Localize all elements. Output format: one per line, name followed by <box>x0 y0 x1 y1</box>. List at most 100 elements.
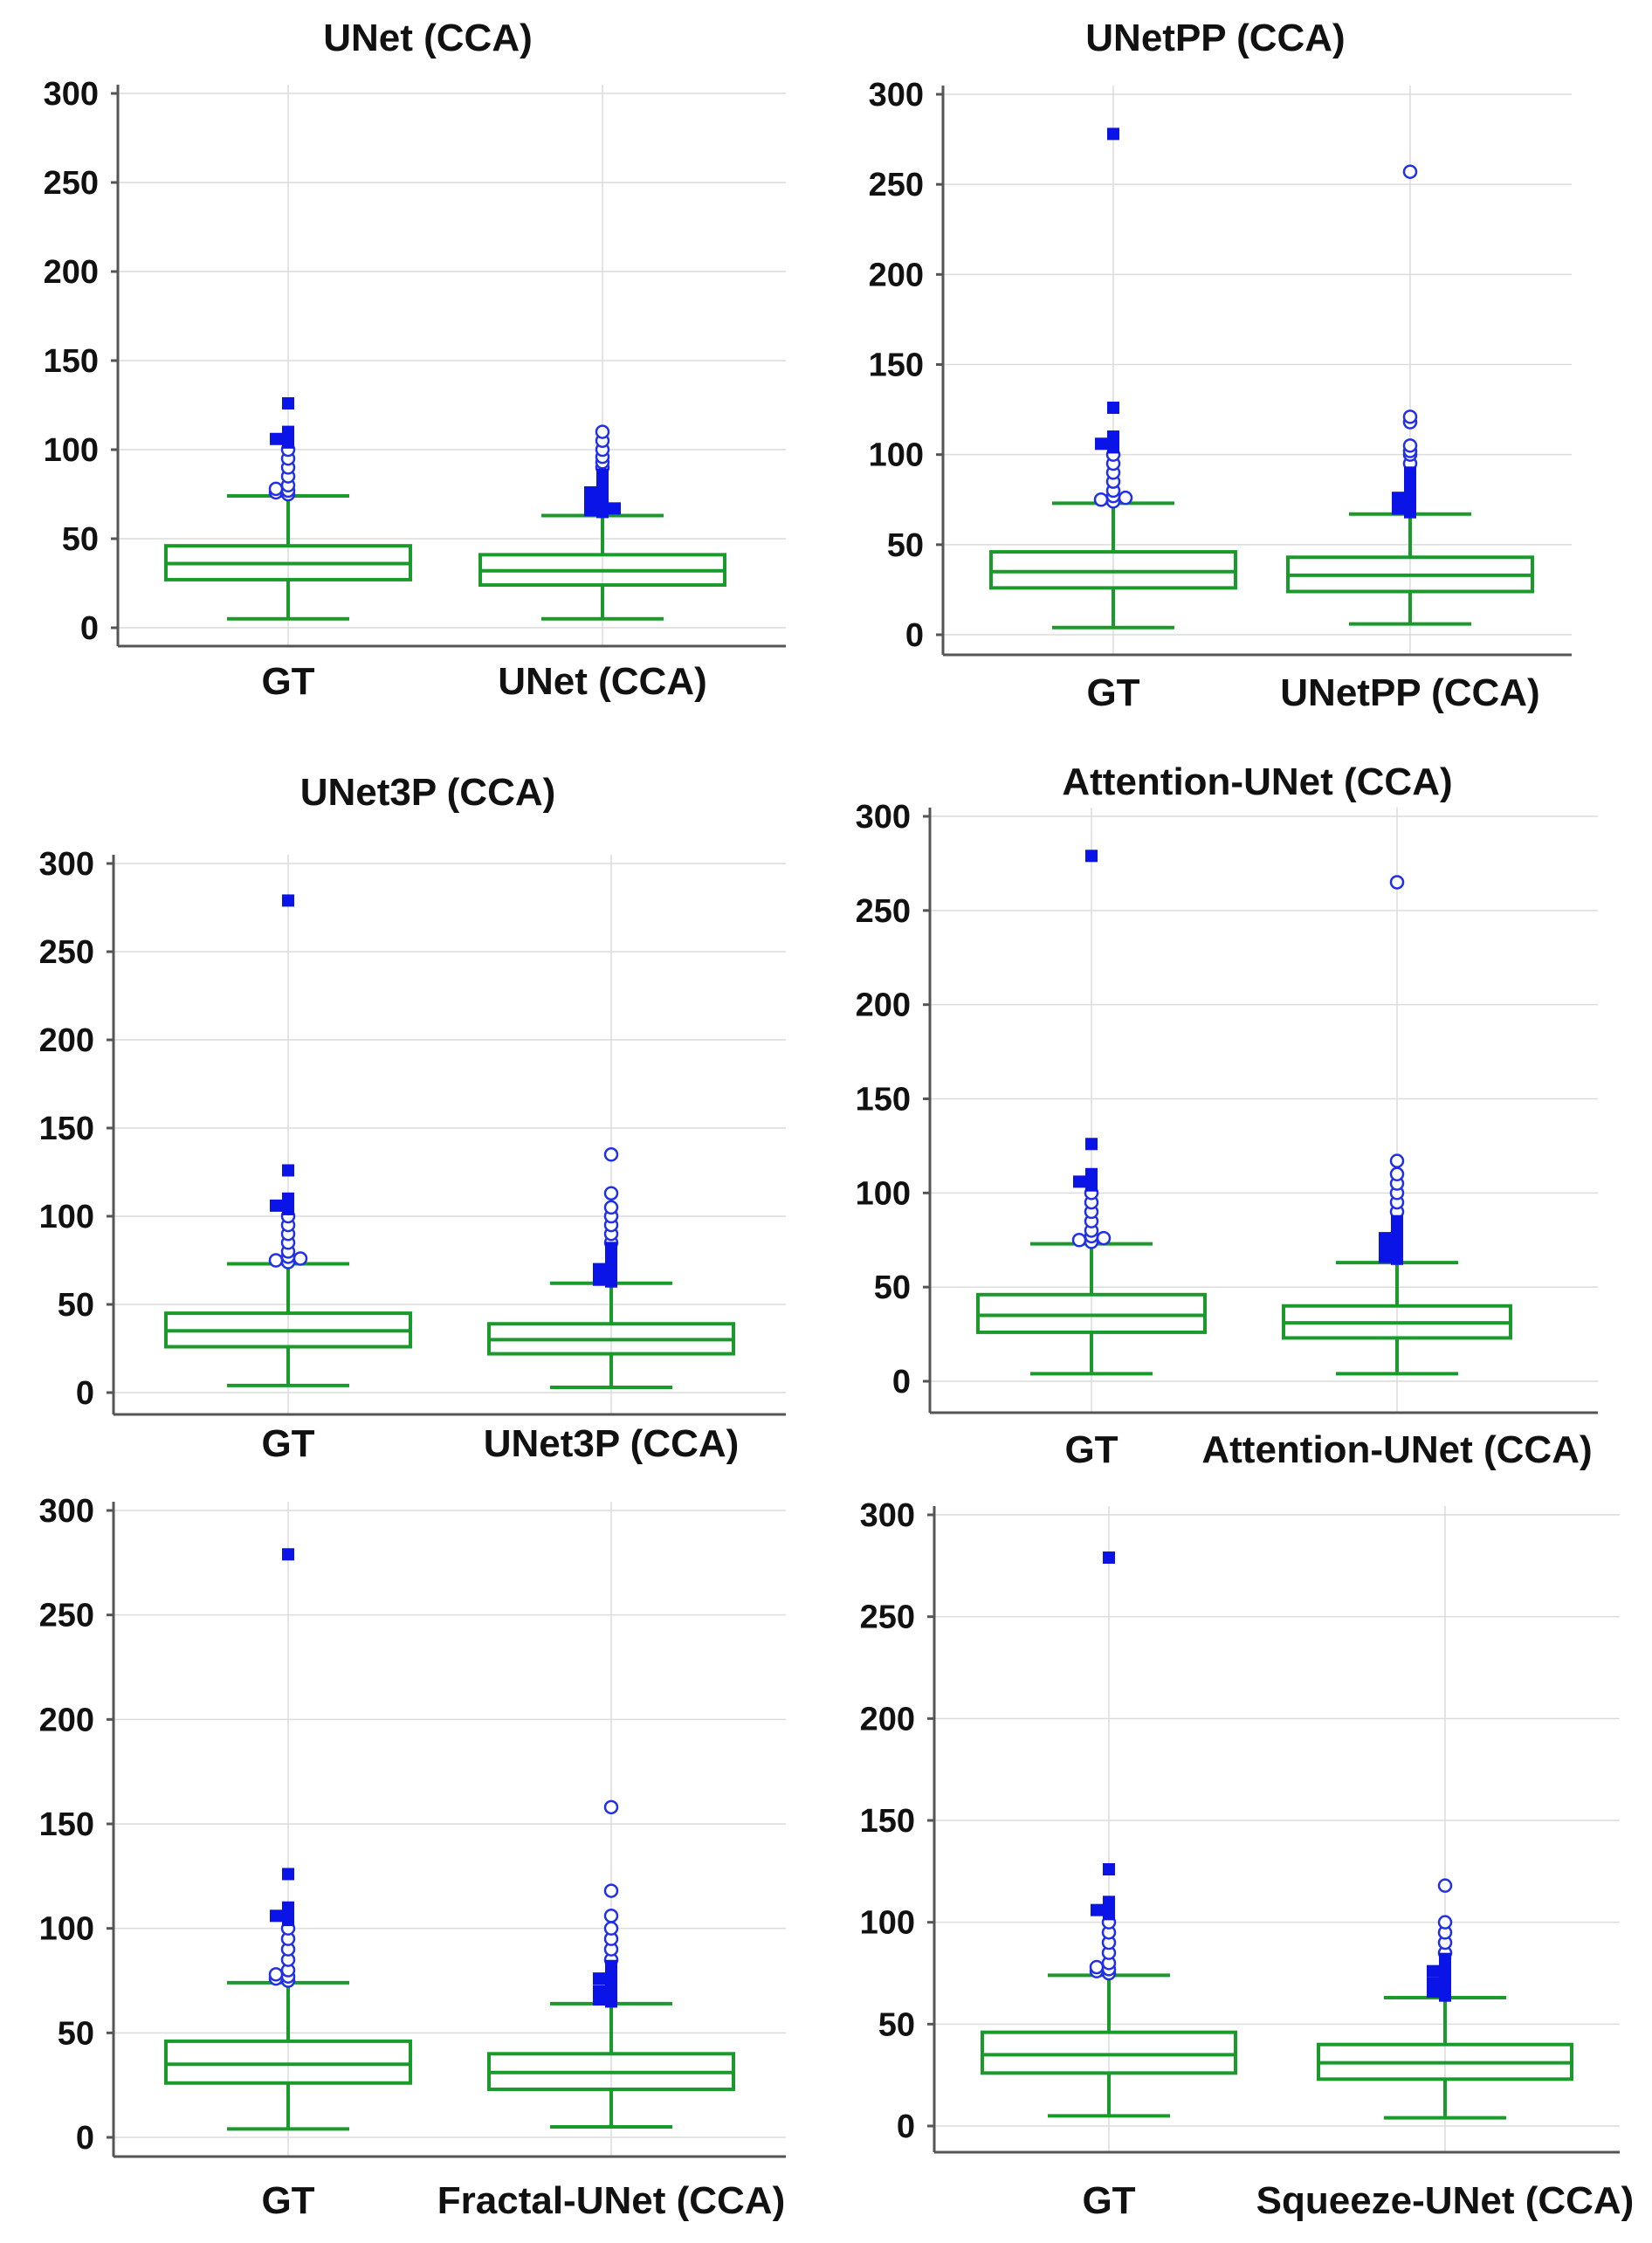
y-tick-label: 0 <box>80 610 99 647</box>
far-outlier-point <box>593 1263 605 1276</box>
x-category-label: GT <box>1082 2179 1135 2222</box>
far-outlier-point <box>1085 1167 1098 1180</box>
near-outlier-point <box>603 1921 619 1936</box>
far-outlier-point <box>270 1199 282 1212</box>
near-outlier-point <box>268 481 284 497</box>
far-outlier-point <box>1427 1977 1439 1990</box>
y-tick-label: 0 <box>897 2109 915 2145</box>
far-outlier-point <box>1085 1138 1098 1151</box>
near-outlier-point <box>268 1253 284 1268</box>
y-tick-label: 200 <box>856 987 911 1024</box>
far-outlier-point <box>593 1972 605 1985</box>
y-tick-label: 50 <box>62 521 99 558</box>
y-tick-label: 0 <box>892 1364 911 1400</box>
y-tick-label: 200 <box>869 257 924 293</box>
far-outlier-point <box>593 1985 605 1998</box>
near-outlier-point <box>1118 490 1133 506</box>
chart-panel-3: UNet3P (CCA) 0 50 100 150 200 250 300 GT UNet3P (… <box>39 771 786 1465</box>
near-outlier-point <box>1096 1230 1112 1246</box>
far-outlier-point <box>1073 1175 1085 1188</box>
chart-title: Attention-UNet (CCA) <box>1062 760 1452 803</box>
near-outlier-point <box>1389 1153 1405 1168</box>
far-outlier-point <box>270 1909 282 1923</box>
chart-title: UNet (CCA) <box>323 17 533 59</box>
far-outlier-point <box>282 1548 294 1561</box>
x-category-label: UNet3P (CCA) <box>484 1422 740 1465</box>
near-outlier-point <box>293 1251 308 1266</box>
x-category-label: GT <box>261 660 314 703</box>
far-outlier-point <box>1103 1896 1115 1909</box>
y-tick-label: 250 <box>860 1600 915 1636</box>
far-outlier-point <box>282 1164 294 1177</box>
x-category-label: UNetPP (CCA) <box>1280 671 1539 714</box>
y-tick-label: 250 <box>44 165 99 202</box>
y-tick-label: 150 <box>869 347 924 384</box>
near-outlier-point <box>1089 1959 1105 1975</box>
far-outlier-point <box>282 894 294 907</box>
y-tick-label: 250 <box>869 167 924 203</box>
near-outlier-point <box>603 1799 619 1815</box>
y-tick-label: 250 <box>39 1598 94 1634</box>
y-tick-label: 100 <box>869 437 924 474</box>
x-category-label: GT <box>261 1422 314 1465</box>
y-tick-label: 100 <box>856 1175 911 1212</box>
near-outlier-point <box>1437 1915 1453 1930</box>
y-tick-label: 0 <box>905 617 924 654</box>
far-outlier-point <box>1404 466 1416 479</box>
y-tick-label: 50 <box>874 1269 911 1306</box>
far-outlier-point <box>1091 1903 1103 1916</box>
y-tick-label: 300 <box>856 799 911 836</box>
far-outlier-point <box>1103 1863 1115 1875</box>
near-outlier-point <box>1389 1166 1405 1182</box>
far-outlier-point <box>1107 430 1119 444</box>
far-outlier-point <box>1107 127 1119 141</box>
near-outlier-point <box>603 1147 619 1162</box>
near-outlier-point <box>1402 409 1418 424</box>
near-outlier-point <box>603 1883 619 1898</box>
y-tick-label: 200 <box>39 1702 94 1738</box>
far-outlier-point <box>1391 1235 1403 1249</box>
near-outlier-point <box>1437 1878 1453 1893</box>
chart-panel-4: Attention-UNet (CCA) 0 50 100 150 200 250 300 GT… <box>856 760 1598 1471</box>
far-outlier-point <box>282 1901 294 1914</box>
chart-panel-6: 0 50 100 150 200 250 300 GT Squeeze-UNet (CCA) <box>860 1497 1635 2222</box>
far-outlier-point <box>584 485 596 499</box>
x-category-label: GT <box>261 2179 314 2222</box>
y-tick-label: 100 <box>39 1199 94 1235</box>
chart-panel-5: 0 50 100 150 200 250 300 GT Fractal-UNet (CCA) <box>39 1493 786 2222</box>
x-category-label: Attention-UNet (CCA) <box>1201 1428 1592 1471</box>
far-outlier-point <box>1095 437 1107 451</box>
chart-panel-2: UNetPP (CCA) 0 50 100 150 200 250 300 GT UNetPP (… <box>869 17 1572 714</box>
y-tick-label: 150 <box>856 1082 911 1118</box>
y-tick-label: 50 <box>58 2015 94 2052</box>
near-outlier-point <box>1402 438 1418 453</box>
iqr-box <box>989 550 1237 590</box>
far-outlier-point <box>1107 402 1119 415</box>
y-tick-label: 150 <box>44 343 99 380</box>
far-outlier-point <box>1085 850 1098 863</box>
y-tick-label: 100 <box>860 1905 915 1942</box>
near-outlier-point <box>595 424 610 439</box>
far-outlier-point <box>1392 492 1404 505</box>
far-outlier-point <box>605 1959 617 1972</box>
x-category-label: GT <box>1064 1428 1118 1471</box>
chart-title: UNet3P (CCA) <box>300 771 556 814</box>
far-outlier-point <box>1439 1952 1451 1965</box>
y-tick-label: 200 <box>860 1701 915 1737</box>
y-tick-label: 0 <box>76 1375 94 1412</box>
far-outlier-point <box>282 1192 294 1205</box>
far-outlier-point <box>1379 1243 1391 1256</box>
far-outlier-point <box>1427 1964 1439 1978</box>
near-outlier-point <box>1389 875 1405 890</box>
y-tick-label: 250 <box>39 934 94 971</box>
near-outlier-point <box>1093 492 1109 507</box>
y-tick-label: 200 <box>39 1022 94 1059</box>
y-tick-label: 300 <box>39 846 94 883</box>
near-outlier-point <box>1071 1233 1087 1248</box>
near-outlier-point <box>603 1200 619 1215</box>
chart-title: UNetPP (CCA) <box>1085 17 1345 59</box>
far-outlier-point <box>609 502 621 515</box>
far-outlier-point <box>1391 1224 1403 1237</box>
y-tick-label: 50 <box>887 527 924 564</box>
